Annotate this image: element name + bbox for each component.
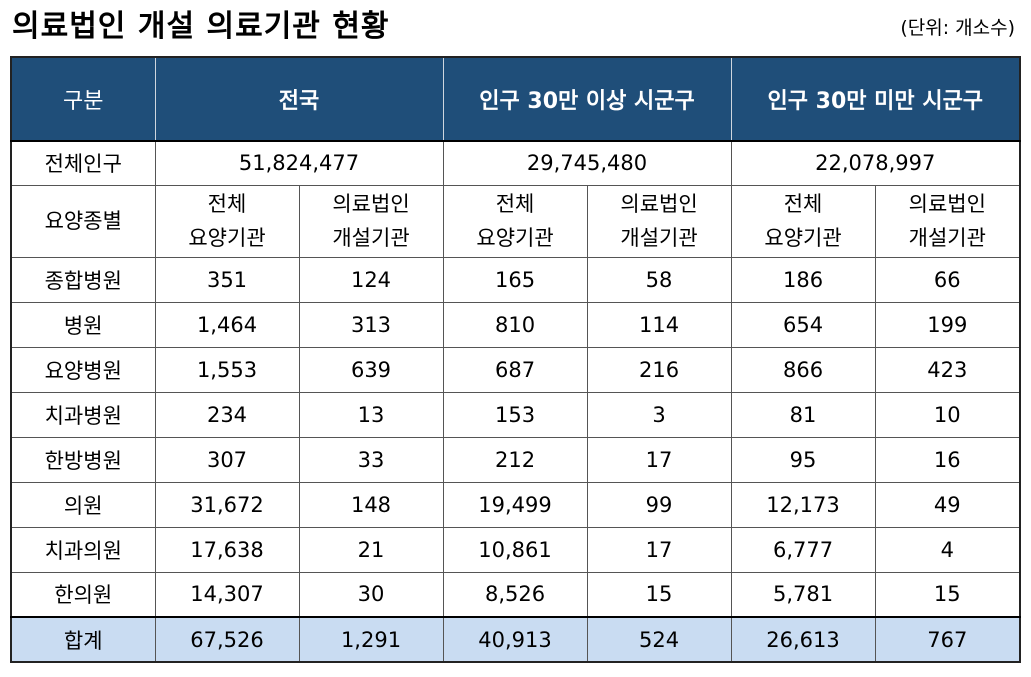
- population-label: 전체인구: [10, 140, 156, 186]
- type-row: 요양종별 전체 요양기관 의료법인 개설기관 전체 요양기관 의료법인 개설기관 전체 요…: [10, 184, 1021, 258]
- cell: 3: [586, 391, 732, 438]
- cell: 148: [298, 481, 444, 528]
- population-over30: 29,745,480: [442, 140, 732, 186]
- row-label: 한의원: [10, 571, 156, 618]
- cell: 165: [442, 256, 588, 303]
- cell: 49: [874, 481, 1021, 528]
- cell: 313: [298, 301, 444, 348]
- header-national: 전국: [154, 56, 444, 142]
- cell: 99: [586, 481, 732, 528]
- type-corp-over30: 의료법인 개설기관: [586, 184, 732, 258]
- table-row: 병원 1,464 313 810 114 654 199: [10, 301, 1021, 348]
- cell: 6,777: [730, 526, 876, 573]
- cell: 17,638: [154, 526, 300, 573]
- cell: 866: [730, 346, 876, 393]
- population-national: 51,824,477: [154, 140, 444, 186]
- row-label: 치과의원: [10, 526, 156, 573]
- total-row: 합계 67,526 1,291 40,913 524 26,613 767: [10, 616, 1021, 663]
- table-row: 종합병원 351 124 165 58 186 66: [10, 256, 1021, 303]
- row-label: 치과병원: [10, 391, 156, 438]
- cell: 17: [586, 436, 732, 483]
- table-row: 치과병원 234 13 153 3 81 10: [10, 391, 1021, 438]
- cell: 13: [298, 391, 444, 438]
- type-corp-national: 의료법인 개설기관: [298, 184, 444, 258]
- cell: 33: [298, 436, 444, 483]
- cell: 19,499: [442, 481, 588, 528]
- cell: 5,781: [730, 571, 876, 618]
- row-label: 종합병원: [10, 256, 156, 303]
- row-label: 의원: [10, 481, 156, 528]
- row-label: 병원: [10, 301, 156, 348]
- cell: 15: [586, 571, 732, 618]
- cell: 307: [154, 436, 300, 483]
- total-cell: 524: [586, 616, 732, 663]
- table-row: 요양병원 1,553 639 687 216 866 423: [10, 346, 1021, 393]
- row-label: 한방병원: [10, 436, 156, 483]
- cell: 81: [730, 391, 876, 438]
- cell: 810: [442, 301, 588, 348]
- cell: 212: [442, 436, 588, 483]
- unit-note: (단위: 개소수): [900, 17, 1015, 39]
- facility-table: 구분 전국 인구 30만 이상 시군구 인구 30만 미만 시군구 전체인구 5…: [10, 56, 1022, 663]
- header-over30: 인구 30만 이상 시군구: [442, 56, 732, 142]
- header-category: 구분: [10, 56, 156, 142]
- type-label: 요양종별: [10, 184, 156, 258]
- cell: 17: [586, 526, 732, 573]
- cell: 1,464: [154, 301, 300, 348]
- total-cell: 26,613: [730, 616, 876, 663]
- table-row: 치과의원 17,638 21 10,861 17 6,777 4: [10, 526, 1021, 573]
- total-label: 합계: [10, 616, 156, 663]
- cell: 66: [874, 256, 1021, 303]
- cell: 216: [586, 346, 732, 393]
- cell: 1,553: [154, 346, 300, 393]
- cell: 114: [586, 301, 732, 348]
- cell: 199: [874, 301, 1021, 348]
- cell: 10,861: [442, 526, 588, 573]
- cell: 234: [154, 391, 300, 438]
- population-row: 전체인구 51,824,477 29,745,480 22,078,997: [10, 140, 1021, 186]
- cell: 639: [298, 346, 444, 393]
- cell: 58: [586, 256, 732, 303]
- cell: 4: [874, 526, 1021, 573]
- cell: 12,173: [730, 481, 876, 528]
- type-all-over30: 전체 요양기관: [442, 184, 588, 258]
- cell: 654: [730, 301, 876, 348]
- cell: 423: [874, 346, 1021, 393]
- total-cell: 67,526: [154, 616, 300, 663]
- cell: 15: [874, 571, 1021, 618]
- total-cell: 1,291: [298, 616, 444, 663]
- header-under30: 인구 30만 미만 시군구: [730, 56, 1021, 142]
- cell: 10: [874, 391, 1021, 438]
- cell: 21: [298, 526, 444, 573]
- header-row: 구분 전국 인구 30만 이상 시군구 인구 30만 미만 시군구: [10, 56, 1021, 142]
- table-row: 한방병원 307 33 212 17 95 16: [10, 436, 1021, 483]
- cell: 186: [730, 256, 876, 303]
- cell: 8,526: [442, 571, 588, 618]
- cell: 124: [298, 256, 444, 303]
- cell: 31,672: [154, 481, 300, 528]
- type-all-national: 전체 요양기관: [154, 184, 300, 258]
- cell: 687: [442, 346, 588, 393]
- page-title: 의료법인 개설 의료기관 현황: [12, 9, 390, 44]
- total-cell: 40,913: [442, 616, 588, 663]
- population-under30: 22,078,997: [730, 140, 1021, 186]
- cell: 30: [298, 571, 444, 618]
- cell: 16: [874, 436, 1021, 483]
- cell: 14,307: [154, 571, 300, 618]
- table-row: 의원 31,672 148 19,499 99 12,173 49: [10, 481, 1021, 528]
- cell: 95: [730, 436, 876, 483]
- row-label: 요양병원: [10, 346, 156, 393]
- cell: 153: [442, 391, 588, 438]
- type-all-under30: 전체 요양기관: [730, 184, 876, 258]
- cell: 351: [154, 256, 300, 303]
- type-corp-under30: 의료법인 개설기관: [874, 184, 1021, 258]
- total-cell: 767: [874, 616, 1021, 663]
- table-row: 한의원 14,307 30 8,526 15 5,781 15: [10, 571, 1021, 618]
